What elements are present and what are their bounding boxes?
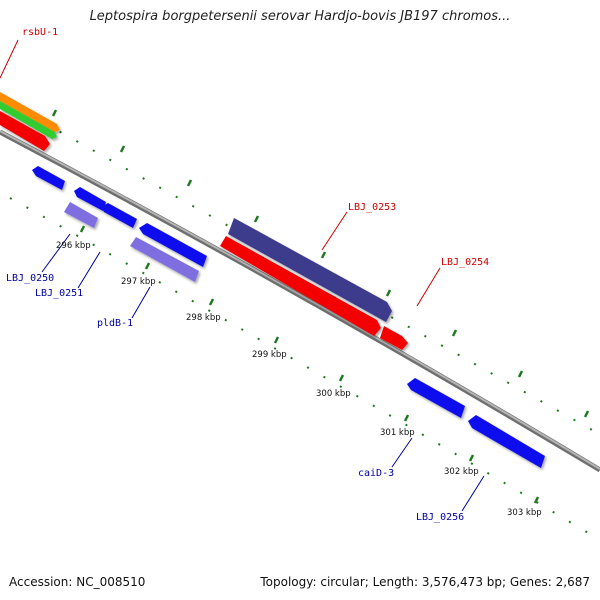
position-label: 300 kbp [316,389,351,399]
gene-label-rsbU-1[interactable]: rsbU-1 [22,27,58,38]
gene-label-LBJ_0253[interactable]: LBJ_0253 [348,202,396,213]
major-tick [144,262,151,270]
leader-LBJ_0254 [416,267,441,307]
map-title: Leptospira borgpetersenii serovar Hardjo… [89,9,511,24]
gene-red-arrow-small[interactable] [380,326,408,350]
major-tick [403,414,410,422]
gene-purple-arrow-LBJ-0253[interactable] [228,218,392,322]
position-label: 296 kbp [56,241,91,251]
gene-red-arrow-rsbU-1[interactable] [0,111,50,151]
major-tick [119,145,126,153]
gene-label-pldB-1[interactable]: pldB-1 [97,318,133,329]
tick-rings [9,103,600,541]
position-label: 298 kbp [186,313,221,323]
gene-label-caiD-3[interactable]: caiD-3 [358,468,394,479]
gene-blue-arrow-LBJ-0256[interactable] [468,415,545,468]
gene-label-LBJ_0250[interactable]: LBJ_0250 [6,273,54,284]
major-tick [385,289,392,297]
chromosome-backbone [0,129,600,473]
major-ticks [51,109,590,504]
gene-blue-arrow-caiD-3[interactable] [407,378,465,418]
gene-label-LBJ_0254[interactable]: LBJ_0254 [441,257,489,268]
major-tick [186,179,193,187]
major-tick [338,374,345,382]
reverse-genes [32,166,545,468]
chromosome-backbone-highlight [0,130,600,470]
inner-tick-ring [9,197,600,541]
major-tick [79,225,86,233]
gene-green-arrow[interactable] [0,101,57,139]
topology-text: Topology: circular; Length: 3,576,473 bp… [260,575,590,589]
gene-labels: rsbU-1 LBJ_0253 LBJ_0254 LBJ_0250 LBJ_02… [6,27,489,523]
leader-pldB-1 [131,286,151,319]
forward-genes [0,92,408,350]
gene-blue-arrow[interactable] [32,166,65,190]
major-tick [208,298,215,306]
leader-rsbU-1 [0,39,19,79]
major-tick [451,329,458,337]
leader-LBJ_0253 [321,211,348,251]
leader-LBJ_0251 [77,251,101,289]
position-labels: 296 kbp 297 kbp 298 kbp 299 kbp 300 kbp … [56,241,542,518]
gene-blue-arrow[interactable] [74,187,106,211]
position-label: 303 kbp [507,508,542,518]
major-tick [517,370,524,378]
major-tick [320,251,327,259]
major-tick [51,109,58,117]
major-tick [253,215,260,223]
major-tick [583,410,590,418]
major-tick [468,454,475,462]
position-label: 301 kbp [380,428,415,438]
gene-lavender-arrow[interactable] [130,237,199,282]
leader-caiD-3 [391,437,413,468]
accession-text: Accession: NC_008510 [9,575,146,589]
gene-orange-arrow[interactable] [0,92,60,132]
leader-LBJ_0250 [41,233,71,273]
major-tick [533,496,540,504]
gene-blue-arrow-LBJ-0251[interactable] [101,203,137,228]
position-label: 302 kbp [444,467,479,477]
major-tick [273,336,280,344]
gene-label-LBJ_0256[interactable]: LBJ_0256 [416,512,464,523]
label-leader-lines [0,39,485,512]
gene-red-arrow-LBJ-0254[interactable] [220,236,381,336]
leader-LBJ_0256 [461,475,485,512]
gene-lavender-arrow-LBJ-0250[interactable] [64,202,98,228]
position-label: 299 kbp [252,350,287,360]
gene-label-LBJ_0251[interactable]: LBJ_0251 [35,288,83,299]
position-label: 297 kbp [121,277,156,287]
gene-blue-arrow-pldB-1[interactable] [139,223,207,267]
